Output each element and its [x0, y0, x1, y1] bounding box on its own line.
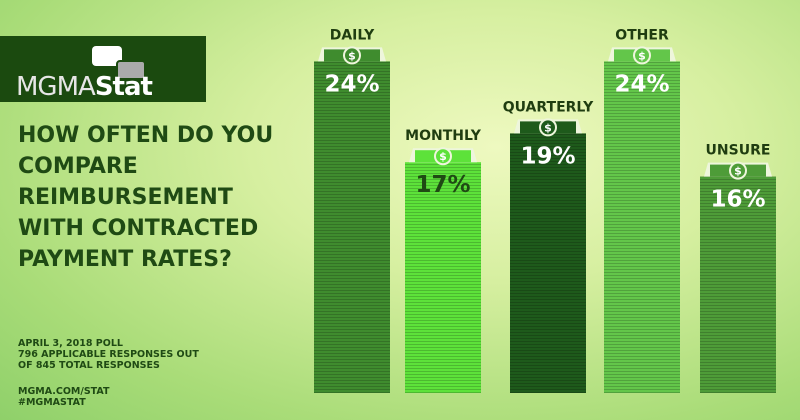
category-label: UNSURE [706, 143, 771, 159]
bar-unsure: $ UNSURE 16% [700, 143, 776, 393]
bar-stripes [604, 61, 680, 394]
mgma-stat-logo: MGMAStat [0, 36, 206, 102]
website-link[interactable]: MGMA.COM/STAT [18, 386, 110, 397]
dollar-bill-icon: $ [704, 161, 772, 180]
data-label: 16% [710, 187, 765, 213]
footer: MGMA.COM/STAT #MGMASTAT [18, 386, 110, 408]
bar-daily: $ DAILY 24% [314, 27, 390, 394]
category-label: DAILY [330, 27, 375, 43]
poll-responses: 796 APPLICABLE RESPONSES OUT [18, 349, 199, 360]
dollar-bill-icon: $ [608, 46, 676, 65]
dollar-sign-icon: $ [348, 49, 356, 62]
bar-stripes [314, 61, 390, 394]
dollar-bill-icon: $ [409, 147, 477, 166]
dollar-bill-icon: $ [514, 118, 582, 137]
data-label: 24% [614, 71, 669, 97]
dollar-bill-icon: $ [318, 46, 386, 65]
hashtag: #MGMASTAT [18, 397, 86, 408]
dollar-sign-icon: $ [544, 121, 552, 134]
bar-monthly: $ MONTHLY 17% [405, 128, 482, 393]
chat-bubble-icon [116, 60, 146, 80]
category-label: MONTHLY [405, 128, 482, 144]
poll-date: APRIL 3, 2018 POLL [18, 338, 123, 349]
data-label: 17% [415, 172, 470, 198]
chat-bubble-icon [92, 46, 122, 66]
logo-text: MGMAStat [16, 72, 153, 102]
bar-stripes [405, 162, 481, 393]
dollar-sign-icon: $ [638, 49, 646, 62]
poll-responses-total: OF 845 TOTAL RESPONSES [18, 360, 160, 371]
dollar-sign-icon: $ [734, 165, 742, 178]
data-label: 24% [324, 71, 379, 97]
bar-other: $ OTHER 24% [604, 27, 680, 394]
dollar-sign-icon: $ [439, 150, 447, 163]
bar-stripes [700, 176, 776, 393]
data-label: 19% [520, 143, 575, 169]
poll-question: HOW OFTEN DO YOU COMPARE REIMBURSEMENT W… [18, 123, 274, 272]
bar-stripes [510, 133, 586, 393]
poll-info: APRIL 3, 2018 POLL 796 APPLICABLE RESPON… [18, 338, 199, 371]
category-label: OTHER [615, 27, 669, 43]
bar-quarterly: $ QUARTERLY 19% [503, 99, 594, 393]
category-label: QUARTERLY [503, 99, 594, 115]
